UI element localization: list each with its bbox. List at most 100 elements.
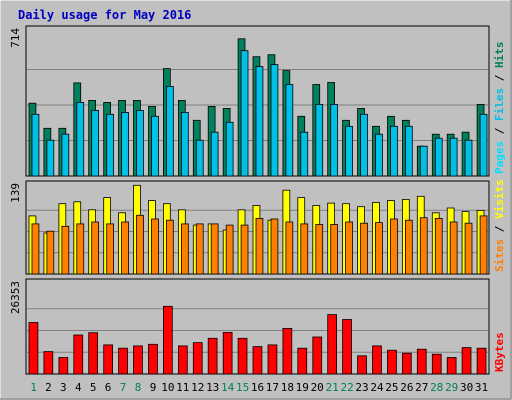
side-legend: Sites / Visits — [493, 179, 506, 272]
bar-sites-day-2 — [46, 230, 55, 275]
bar-kbytes-day-29 — [446, 357, 457, 375]
x-tick-label: 27 — [415, 381, 428, 394]
bar-kbytes-day-22 — [342, 319, 352, 375]
bar-files-day-29 — [449, 137, 458, 177]
bar-kbytes-day-24 — [372, 345, 382, 375]
bar-files-day-19 — [300, 131, 309, 177]
x-tick-label: 10 — [161, 381, 174, 394]
x-tick-label: 4 — [75, 381, 82, 394]
y-max-label: 26353 — [9, 281, 22, 314]
x-tick-label: 18 — [281, 381, 294, 394]
x-tick-label: 25 — [385, 381, 398, 394]
bar-kbytes-day-6 — [103, 344, 113, 375]
bar-files-day-13 — [210, 131, 219, 177]
bar-kbytes-day-10 — [162, 305, 173, 375]
bar-sites-day-5 — [91, 221, 99, 275]
bar-files-day-23 — [360, 113, 368, 177]
bar-sites-day-22 — [345, 221, 353, 275]
bar-kbytes-day-14 — [222, 331, 233, 375]
bar-sites-day-28 — [434, 217, 443, 275]
bar-kbytes-day-5 — [88, 332, 98, 375]
bar-kbytes-day-13 — [207, 337, 218, 375]
bar-files-day-8 — [136, 110, 144, 177]
legend-files: Files — [493, 88, 506, 121]
bar-files-day-9 — [151, 115, 159, 177]
legend-hits: Hits — [493, 42, 506, 69]
legend-separator: / — [493, 121, 506, 141]
bar-kbytes-day-31 — [476, 347, 487, 375]
bar-files-day-20 — [315, 104, 324, 177]
legend-visits: Visits — [493, 179, 506, 219]
chart-panels: 714 Pages / Files / Hits 139 Sites / Visits… — [9, 25, 506, 375]
x-tick-label: 28 — [430, 381, 443, 394]
x-tick-label: 12 — [191, 381, 204, 394]
bar-files-day-2 — [46, 139, 55, 177]
legend-pages: Pages — [493, 141, 506, 174]
side-legend: KBytes — [493, 332, 506, 372]
bar-kbytes-day-19 — [297, 347, 308, 375]
bar-files-day-15 — [240, 50, 249, 177]
chart-title: Daily usage for May 2016 — [18, 8, 191, 22]
x-tick-label: 29 — [445, 381, 458, 394]
bar-kbytes-day-20 — [312, 336, 323, 375]
bar-sites-day-24 — [375, 222, 383, 275]
bar-sites-day-3 — [61, 225, 70, 275]
legend-sites: Sites — [493, 239, 506, 272]
x-tick-label: 16 — [251, 381, 264, 394]
x-tick-label: 31 — [475, 381, 488, 394]
bar-kbytes-day-8 — [133, 345, 143, 375]
bar-sites-day-21 — [330, 224, 339, 275]
bar-sites-day-12 — [195, 223, 204, 275]
x-tick-label: 8 — [135, 381, 142, 394]
bar-files-day-17 — [270, 64, 279, 177]
x-tick-label: 7 — [120, 381, 127, 394]
x-tick-label: 6 — [105, 381, 112, 394]
x-tick-label: 21 — [326, 381, 339, 394]
x-tick-label: 24 — [370, 381, 384, 394]
bar-kbytes-day-17 — [267, 344, 278, 375]
bar-files-day-7 — [121, 112, 129, 177]
bar-sites-day-6 — [106, 223, 114, 275]
bar-kbytes-day-9 — [148, 343, 158, 375]
bar-files-day-31 — [479, 113, 488, 177]
legend-separator: / — [493, 219, 506, 239]
bar-kbytes-day-11 — [177, 345, 188, 375]
bar-sites-day-23 — [360, 222, 368, 275]
bar-sites-day-30 — [464, 222, 473, 275]
x-tick-label: 3 — [60, 381, 67, 394]
x-tick-label: 11 — [176, 381, 189, 394]
x-tick-label: 22 — [340, 381, 353, 394]
bar-kbytes-day-28 — [431, 353, 442, 375]
bar-files-day-11 — [180, 112, 189, 177]
bar-kbytes-day-2 — [43, 351, 54, 375]
bar-files-day-4 — [76, 102, 85, 177]
bar-kbytes-day-1 — [28, 322, 39, 375]
x-tick-label: 30 — [460, 381, 473, 394]
bar-sites-day-4 — [76, 223, 85, 275]
bar-sites-day-26 — [404, 219, 413, 275]
bar-files-day-6 — [106, 113, 114, 177]
bar-kbytes-day-4 — [73, 334, 84, 375]
x-tick-label: 2 — [45, 381, 52, 394]
x-tick-label: 17 — [266, 381, 279, 394]
bar-files-day-10 — [165, 86, 174, 177]
x-tick-label: 20 — [311, 381, 324, 394]
bar-kbytes-day-16 — [252, 346, 263, 375]
bar-files-day-24 — [375, 133, 383, 177]
bar-files-day-21 — [330, 104, 339, 177]
bar-sites-day-19 — [300, 223, 309, 275]
bar-files-day-18 — [285, 84, 294, 177]
bar-sites-day-20 — [315, 224, 324, 275]
x-tick-label: 1 — [30, 381, 37, 394]
bar-sites-day-13 — [210, 223, 219, 275]
bar-sites-day-14 — [225, 224, 234, 275]
x-tick-label: 13 — [206, 381, 219, 394]
x-axis: 1 2 3 4 5 6 7 8 9 10 11 12 13 14 15 16 17 18 19 20 21 22 23 24 2… — [30, 381, 488, 394]
bar-sites-day-25 — [390, 218, 398, 275]
bar-sites-day-16 — [255, 217, 264, 275]
bar-sites-day-18 — [285, 221, 294, 275]
bar-sites-day-15 — [240, 224, 249, 275]
x-tick-label: 14 — [221, 381, 235, 394]
bar-sites-day-27 — [419, 217, 428, 275]
